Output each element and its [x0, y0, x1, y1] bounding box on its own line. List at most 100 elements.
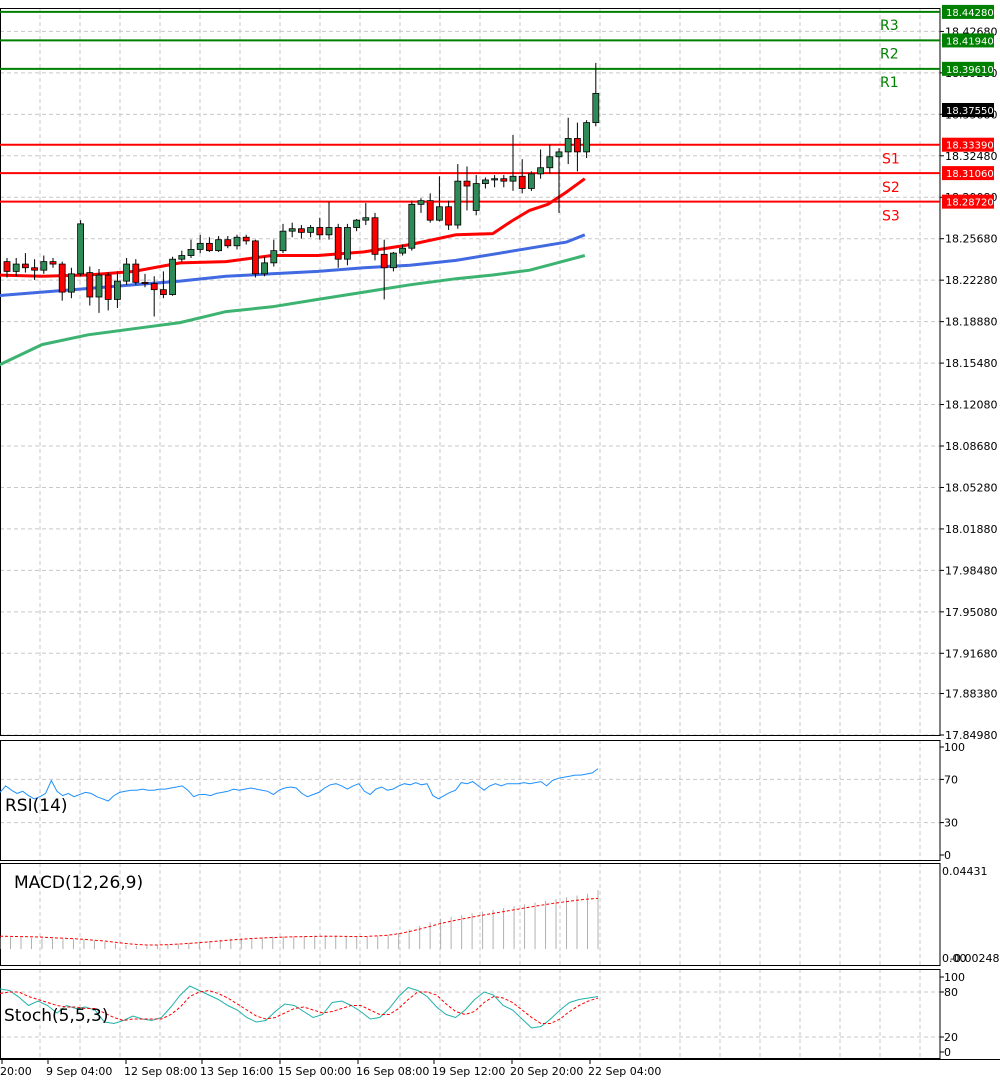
price-tick-label: 18.05280	[945, 481, 998, 494]
rsi-panel[interactable]: RSI(14)	[0, 768, 599, 816]
panel-frames	[0, 8, 1000, 1060]
price-tick-label: 17.95080	[945, 606, 998, 619]
candle-bear	[445, 206, 453, 226]
candle-bull	[114, 280, 121, 300]
level-label-r2: R2	[880, 46, 899, 62]
pivot-level-labels: R3 R2 R1 S1 S2 S3	[880, 18, 900, 225]
candle-bear	[224, 239, 232, 247]
time-tick-label: 9 Sep 04:00	[46, 1065, 112, 1078]
rsi-line	[0, 768, 599, 802]
stoch-axis: 100 80 20 0	[940, 971, 965, 1059]
candle-bull	[509, 175, 517, 182]
candle-bull	[362, 217, 370, 221]
level-label-s3: S3	[882, 209, 900, 225]
time-tick-label: 16 Sep 08:00	[356, 1065, 429, 1078]
candle-bull	[68, 273, 75, 293]
stoch-tick-label: 80	[944, 986, 958, 999]
candle-bear	[86, 272, 94, 298]
price-tick-label: 18.25680	[945, 233, 998, 246]
candle-bull	[528, 173, 535, 189]
candle-bear	[380, 253, 388, 269]
time-tick-label: 15 Sep 00:00	[278, 1065, 351, 1078]
price-tick-label: 18.08680	[945, 440, 998, 453]
candle-bull	[343, 227, 351, 260]
level-tag-box	[942, 4, 994, 19]
candle-bear	[3, 261, 11, 272]
candlesticks	[3, 62, 600, 317]
candle-bull	[233, 236, 241, 247]
level-tag-box	[942, 33, 994, 48]
candle-bull	[270, 250, 278, 264]
stoch-tick-label: 20	[944, 1031, 958, 1044]
candle-bear	[334, 227, 342, 260]
candle-bear	[574, 138, 581, 153]
candle-bull	[555, 151, 563, 158]
time-tick-label: 19 Sep 12:00	[432, 1065, 505, 1078]
candle-bear	[132, 263, 140, 283]
stoch-panel[interactable]: Stoch(5,5,3)	[0, 985, 599, 1029]
candle-bear	[141, 281, 149, 284]
price-tick-label: 17.88380	[945, 688, 998, 701]
current-price-tag: 18.37550	[942, 103, 994, 117]
candle-bear	[518, 175, 526, 189]
price-tick-label: 17.84980	[945, 729, 998, 742]
level-tag-box	[942, 137, 994, 152]
price-frame	[0, 8, 941, 736]
price-tick-label: 18.12080	[945, 399, 998, 412]
current-price-box	[942, 103, 994, 117]
stoch-tick-label: 0	[944, 1046, 951, 1059]
candle-bull	[215, 239, 223, 252]
candle-bull	[325, 227, 333, 236]
candle-bear	[426, 200, 434, 221]
candle-bull	[408, 203, 416, 249]
candle-bear	[371, 217, 379, 255]
time-axis: 20:00 9 Sep 04:00 12 Sep 08:00 13 Sep 16:00…	[0, 1059, 661, 1078]
grid	[0, 8, 940, 1058]
candle-bull	[178, 255, 186, 260]
candle-bull	[564, 138, 572, 153]
candle-bull	[353, 219, 361, 228]
pivot-level-lines	[0, 10, 940, 203]
candle-bull	[472, 183, 480, 211]
candle-bull	[417, 200, 425, 205]
macd-panel[interactable]: MACD(12,26,9)	[0, 873, 599, 950]
time-tick-label: 20:00	[0, 1065, 32, 1078]
candle-bull	[583, 122, 590, 153]
stoch-frame	[0, 969, 941, 1059]
level-label-s1: S1	[882, 152, 900, 168]
candle-bull	[546, 156, 554, 169]
rsi-tick-label: 100	[944, 741, 965, 754]
level-tag-label: 18.28720	[946, 198, 994, 209]
time-tick-label: 20 Sep 20:00	[510, 1065, 583, 1078]
candle-bear	[159, 289, 167, 295]
rsi-frame	[0, 740, 941, 861]
candle-bull	[40, 261, 48, 271]
candle-bull	[491, 178, 499, 181]
level-label-s2: S2	[882, 180, 900, 196]
moving-average-line-3	[0, 254, 586, 367]
macd-tick-label: -0.002482	[950, 952, 1000, 965]
level-tag-label: 18.33390	[946, 141, 994, 152]
price-tick-label: 18.32480	[945, 150, 998, 163]
candle-bull	[435, 206, 443, 221]
price-axis: 18.4268018.3928018.3588018.3248018.29080…	[940, 25, 998, 742]
time-tick-label: 12 Sep 08:00	[124, 1065, 197, 1078]
candle-bear	[21, 263, 29, 269]
candle-bear	[242, 236, 250, 242]
price-tick-label: 18.18880	[945, 316, 998, 329]
candle-bear	[463, 180, 471, 187]
price-panel[interactable]: R3 R2 R1 S1 S2 S3	[0, 10, 940, 367]
candle-bull	[279, 230, 287, 252]
price-tick-label: 18.01880	[945, 523, 998, 536]
candle-bear	[500, 178, 508, 182]
level-tag-label: 18.41940	[946, 36, 994, 47]
time-tick-label: 22 Sep 04:00	[588, 1065, 661, 1078]
stoch-signal-line	[0, 989, 599, 1024]
price-tick-label: 18.22280	[945, 274, 998, 287]
candle-bear	[104, 274, 112, 300]
candle-bear	[205, 242, 213, 252]
macd-histogram	[0, 890, 599, 950]
level-tag-label: 18.39610	[946, 65, 994, 76]
rsi-title: RSI(14)	[5, 796, 68, 816]
